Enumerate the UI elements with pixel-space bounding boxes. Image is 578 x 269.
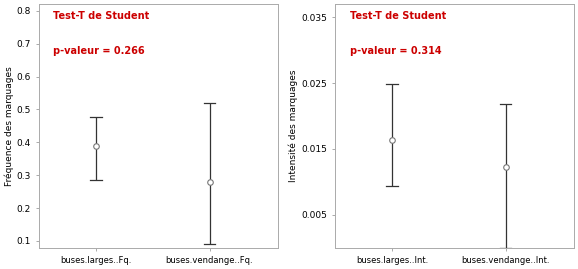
Text: p-valeur = 0.266: p-valeur = 0.266 bbox=[54, 45, 145, 55]
Y-axis label: Intensité des marquages: Intensité des marquages bbox=[289, 70, 298, 182]
Text: p-valeur = 0.314: p-valeur = 0.314 bbox=[350, 45, 441, 55]
Text: Test-T de Student: Test-T de Student bbox=[54, 12, 150, 22]
Text: Test-T de Student: Test-T de Student bbox=[350, 12, 446, 22]
Y-axis label: Fréquence des marquages: Fréquence des marquages bbox=[4, 66, 14, 186]
